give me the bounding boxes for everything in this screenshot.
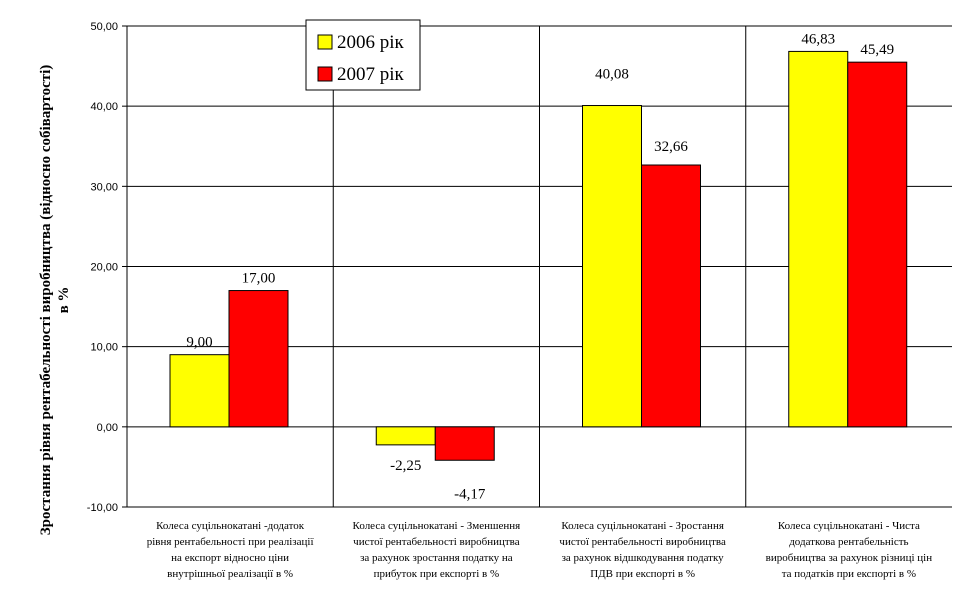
data-label: 17,00 bbox=[242, 271, 276, 287]
category-label: рівня рентабельності при реалізації bbox=[147, 536, 315, 548]
category-label: прибуток при експорті в % bbox=[374, 568, 500, 580]
legend-label: 2006 рік bbox=[337, 32, 405, 53]
y-tick-label: 30,00 bbox=[90, 181, 118, 193]
bar-2007 bbox=[228, 290, 289, 428]
data-label: 9,00 bbox=[186, 335, 212, 351]
category-label: додаткова рентабельність bbox=[789, 536, 908, 548]
bar-2007 bbox=[641, 164, 701, 428]
category-label: на експорт відносно ціни bbox=[171, 552, 289, 564]
data-label: 40,08 bbox=[595, 67, 629, 83]
bar-2007 bbox=[847, 61, 908, 428]
category-label: виробництва за рахунок різниці цін bbox=[766, 552, 933, 564]
category-label: внутрішньої реалізації в % bbox=[167, 568, 293, 580]
legend-swatch bbox=[317, 34, 333, 50]
bar-2006 bbox=[788, 50, 849, 428]
y-tick-label: 0,00 bbox=[97, 422, 118, 434]
bar-2006 bbox=[582, 105, 642, 428]
legend-label: 2007 рік bbox=[337, 64, 405, 85]
category-label: чистої рентабельності виробництва bbox=[559, 536, 726, 548]
data-label: -2,25 bbox=[390, 458, 421, 474]
data-label: 46,83 bbox=[801, 31, 835, 47]
data-label: -4,17 bbox=[454, 486, 486, 502]
data-label: 32,66 bbox=[654, 139, 688, 155]
category-label: за рахунок відшкодування податку bbox=[562, 552, 725, 564]
bar-2006 bbox=[169, 354, 230, 428]
y-tick-label: 50,00 bbox=[90, 21, 118, 33]
data-label: 45,49 bbox=[860, 42, 894, 58]
category-label: ПДВ при експорті в % bbox=[590, 568, 695, 580]
category-label: та податків при експорті в % bbox=[782, 568, 916, 580]
category-label: за рахунок зростання податку на bbox=[360, 552, 513, 564]
y-tick-label: -10,00 bbox=[87, 502, 118, 514]
y-axis-title: Зростання рівня рентабельності виробницт… bbox=[38, 65, 72, 536]
category-label: Колеса суцільнокатані - Чиста bbox=[778, 520, 920, 532]
category-label: Колеса суцільнокатані - Зменшення bbox=[353, 520, 521, 532]
y-tick-label: 10,00 bbox=[90, 342, 118, 354]
bar-2007 bbox=[434, 426, 495, 461]
bar-2006 bbox=[375, 426, 436, 446]
y-tick-label: 20,00 bbox=[90, 262, 118, 274]
y-tick-label: 40,00 bbox=[90, 101, 118, 113]
category-label: чистої рентабельності виробництва bbox=[353, 536, 520, 548]
category-label: Колеса суцільнокатані - Зростання bbox=[561, 520, 724, 532]
legend-swatch bbox=[317, 66, 333, 82]
category-label: Колеса суцільнокатані -додаток bbox=[156, 520, 305, 532]
